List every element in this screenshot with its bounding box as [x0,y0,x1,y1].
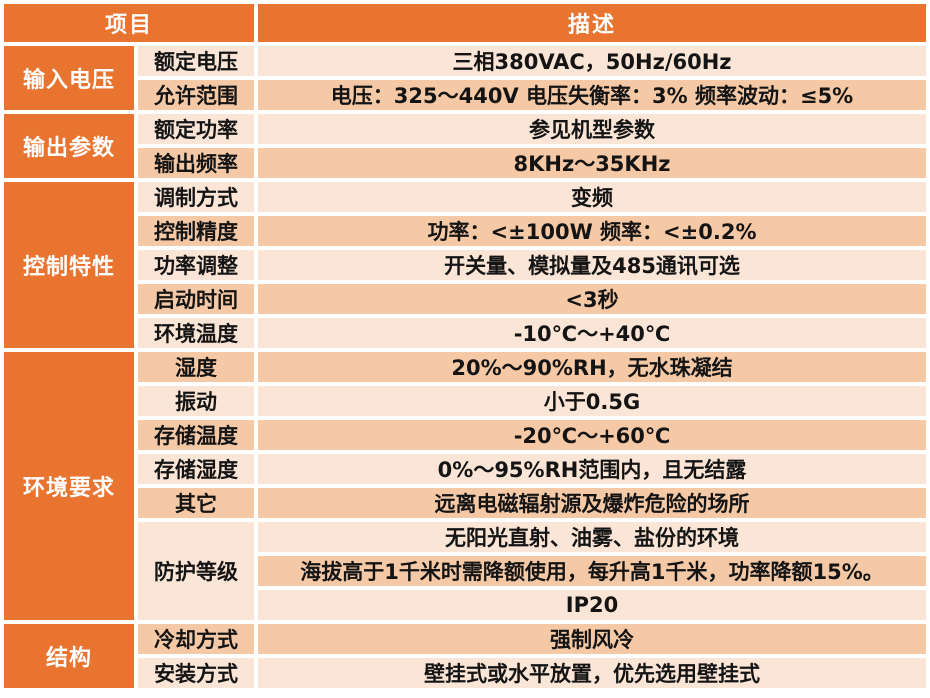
spec-value: -20℃～+60℃ [258,420,927,450]
spec-value: 变频 [258,182,927,212]
spec-label: 存储温度 [138,420,255,450]
table-row: IP20 [4,590,927,620]
spec-label: 环境温度 [138,318,255,348]
spec-label: 输出频率 [138,148,255,178]
table-row: 安装方式 壁挂式或水平放置，优先选用壁挂式 [4,658,927,688]
table-row: 防护等级 无阳光直射、油雾、盐份的环境 [4,522,927,620]
spec-value: 无阳光直射、油雾、盐份的环境 [258,522,927,552]
spec-label: 调制方式 [138,182,255,212]
table-row: 启动时间 <3秒 [4,284,927,314]
spec-value: 0%～95%RH范围内，且无结露 [258,454,927,484]
table-row: 海拔高于1千米时需降额使用，每升高1千米，功率降额15%。 [4,556,927,586]
header-desc: 描述 [258,4,927,42]
spec-value: 小于0.5G [258,386,927,416]
spec-value: 参见机型参数 [258,114,927,144]
spec-label: 其它 [138,488,255,518]
spec-value: 海拔高于1千米时需降额使用，每升高1千米，功率降额15%。 [258,556,927,586]
spec-value: 强制风冷 [258,624,927,654]
group-cell-environment: 环境要求 [4,352,134,620]
table-row: 存储湿度 0%～95%RH范围内，且无结露 [4,454,927,484]
spec-label: 安装方式 [138,658,255,688]
table-row: 输入电压 额定电压 三相380VAC，50Hz/60Hz [4,46,927,110]
spec-label-protection-grade: 防护等级 [138,522,255,620]
spec-label: 额定电压 [138,46,255,76]
group-cell-output-params: 输出参数 [4,114,134,178]
spec-value: IP20 [258,590,927,620]
spec-label: 振动 [138,386,255,416]
spec-label: 启动时间 [138,284,255,314]
spec-value: 远离电磁辐射源及爆炸危险的场所 [258,488,927,518]
table-row: 输出参数 额定功率 参见机型参数 [4,114,927,178]
table-row: 环境温度 -10℃～+40℃ [4,318,927,348]
spec-label: 湿度 [138,352,255,382]
table-row: 控制精度 功率：<±100W 频率：<±0.2% [4,216,927,246]
table-row: 振动 小于0.5G [4,386,927,416]
header-row: 项目 描述 [4,4,927,42]
table-row: 允许范围 电压：325～440V 电压失衡率：3% 频率波动：≤5% [4,80,927,110]
table-row: 结构 冷却方式 强制风冷 [4,624,927,688]
spec-value: 功率：<±100W 频率：<±0.2% [258,216,927,246]
table-row: 功率调整 开关量、模拟量及485通讯可选 [4,250,927,280]
table-row: 控制特性 调制方式 变频 [4,182,927,348]
table-row: 输出频率 8KHz～35KHz [4,148,927,178]
header-item: 项目 [4,4,255,42]
spec-value: 电压：325～440V 电压失衡率：3% 频率波动：≤5% [258,80,927,110]
group-cell-structure: 结构 [4,624,134,688]
spec-value: <3秒 [258,284,927,314]
spec-value: -10℃～+40℃ [258,318,927,348]
group-cell-control: 控制特性 [4,182,134,348]
spec-label: 允许范围 [138,80,255,110]
spec-value: 三相380VAC，50Hz/60Hz [258,46,927,76]
spec-value: 壁挂式或水平放置，优先选用壁挂式 [258,658,927,688]
spec-label: 存储湿度 [138,454,255,484]
spec-label: 冷却方式 [138,624,255,654]
spec-label: 功率调整 [138,250,255,280]
group-cell-input-voltage: 输入电压 [4,46,134,110]
spec-label: 额定功率 [138,114,255,144]
table-row: 其它 远离电磁辐射源及爆炸危险的场所 [4,488,927,518]
spec-value: 开关量、模拟量及485通讯可选 [258,250,927,280]
spec-value: 8KHz～35KHz [258,148,927,178]
spec-label: 控制精度 [138,216,255,246]
spec-value: 20%～90%RH，无水珠凝结 [258,352,927,382]
table-row: 环境要求 湿度 20%～90%RH，无水珠凝结 [4,352,927,620]
table-row: 存储温度 -20℃～+60℃ [4,420,927,450]
